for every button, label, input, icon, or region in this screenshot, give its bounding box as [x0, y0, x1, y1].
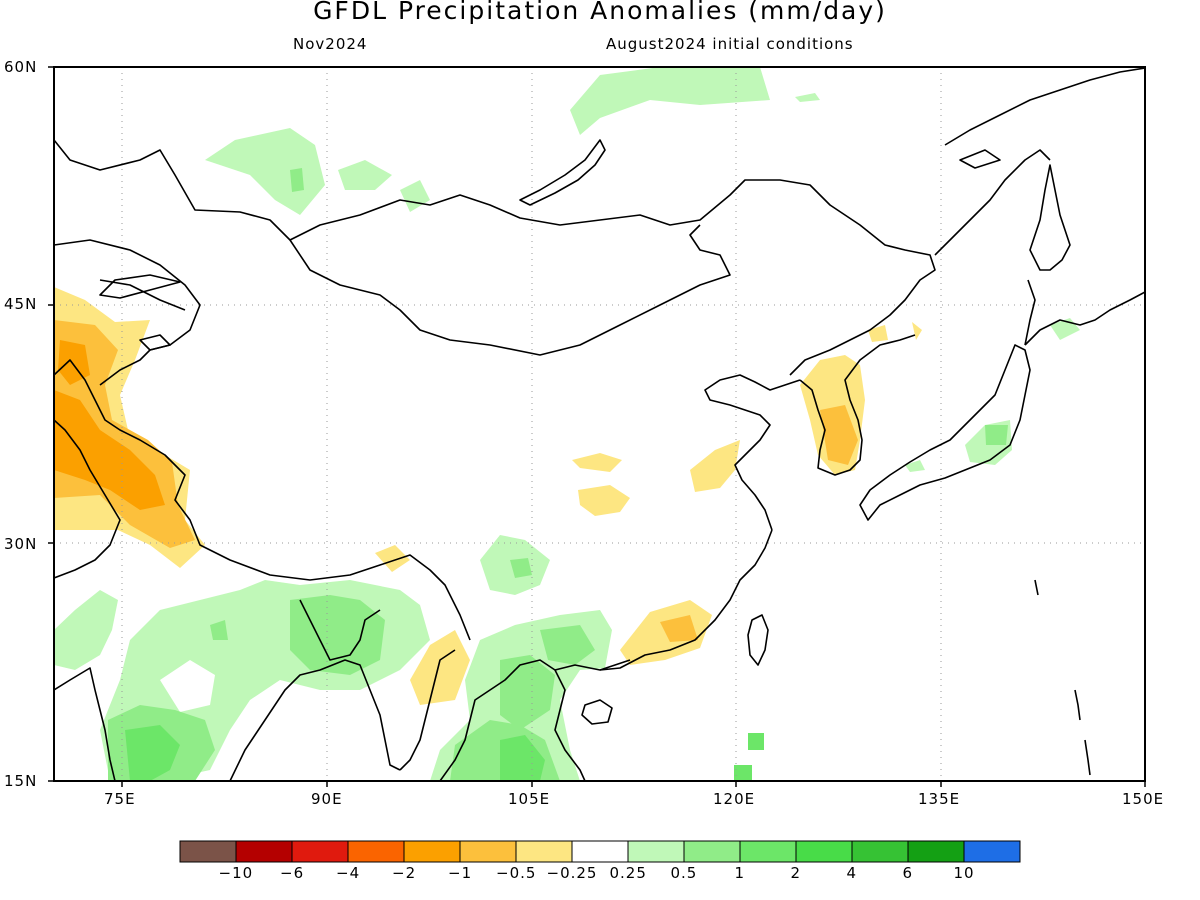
- map-ticks: [48, 66, 1146, 787]
- colorbar-swatch: [515, 840, 573, 863]
- map-title: GFDL Precipitation Anomalies (mm/day): [313, 0, 887, 25]
- colorbar-swatch: [347, 840, 405, 863]
- init-conditions-label: August2024 initial conditions: [606, 35, 854, 53]
- colorbar-tick-label: 4: [846, 864, 858, 882]
- colorbar-swatch: [571, 840, 629, 863]
- target-month-label: Nov2024: [293, 35, 368, 53]
- map-frame: [53, 66, 1146, 782]
- colorbar-tick-label: −1: [448, 864, 473, 882]
- colorbar-tick-label: 1: [734, 864, 746, 882]
- colorbar-swatch: [403, 840, 461, 863]
- coastlines-and-borders: [54, 67, 1145, 781]
- colorbar-swatch: [235, 840, 293, 863]
- lon-label-90e: 90E: [311, 790, 343, 808]
- colorbar-swatch: [459, 840, 517, 863]
- colorbar-swatch: [907, 840, 965, 863]
- lon-label-105e: 105E: [508, 790, 551, 808]
- colorbar-tick-label: −2: [392, 864, 417, 882]
- lat-label-45n: 45N: [4, 295, 38, 313]
- colorbar-swatch: [179, 840, 237, 863]
- colorbar: [179, 840, 1021, 863]
- colorbar-tick-label: 6: [902, 864, 914, 882]
- colorbar-tick-label: −6: [280, 864, 305, 882]
- colorbar-swatch: [795, 840, 853, 863]
- colorbar-swatch: [291, 840, 349, 863]
- lon-label-135e: 135E: [918, 790, 961, 808]
- colorbar-swatch: [683, 840, 741, 863]
- colorbar-tick-label: −10: [218, 864, 254, 882]
- anomaly-shading: [54, 67, 1080, 781]
- colorbar-tick-label: −0.25: [546, 864, 598, 882]
- lat-label-60n: 60N: [4, 58, 38, 76]
- lat-label-30n: 30N: [4, 535, 38, 553]
- colorbar-tick-label: 2: [790, 864, 802, 882]
- lon-label-150e: 150E: [1122, 790, 1165, 808]
- colorbar-tick-label: 0.25: [609, 864, 647, 882]
- colorbar-swatch: [739, 840, 797, 863]
- colorbar-swatch: [963, 840, 1021, 863]
- colorbar-swatch: [627, 840, 685, 863]
- lon-label-120e: 120E: [713, 790, 756, 808]
- colorbar-tick-label: −4: [336, 864, 361, 882]
- colorbar-tick-label: 10: [953, 864, 975, 882]
- colorbar-swatch: [851, 840, 909, 863]
- lat-label-15n: 15N: [4, 772, 38, 790]
- colorbar-tick-label: −0.5: [496, 864, 537, 882]
- lon-label-75e: 75E: [104, 790, 136, 808]
- colorbar-tick-label: 0.5: [670, 864, 698, 882]
